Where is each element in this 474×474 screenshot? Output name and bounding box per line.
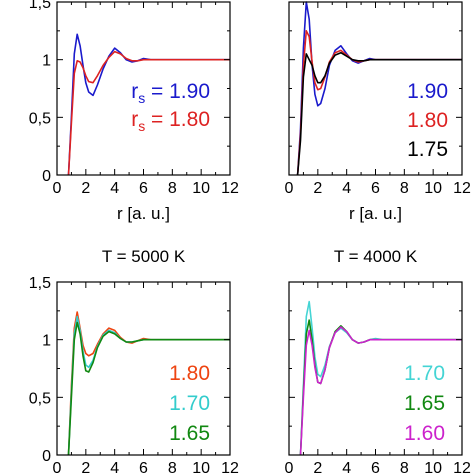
x-tick-label: 10 xyxy=(424,460,442,474)
x-tick-label: 4 xyxy=(342,180,351,197)
legend-value: 1.75 xyxy=(407,138,448,161)
legend-value: = 1.80 xyxy=(145,108,210,131)
legend-entry-3: 1.65 xyxy=(169,422,210,445)
legend-entry-3: 1.75 xyxy=(407,138,448,161)
x-tick-label: 8 xyxy=(168,460,177,474)
x-tick-label: 10 xyxy=(424,180,442,197)
legend-value: 1.70 xyxy=(404,362,445,385)
legend-value: 1.65 xyxy=(404,392,445,415)
legend-entry-1: 1.70 xyxy=(404,362,445,385)
series-line-3 xyxy=(296,51,462,176)
x-tick-label: 2 xyxy=(313,180,322,197)
x-tick-label: 8 xyxy=(400,460,409,474)
x-tick-label: 6 xyxy=(139,460,148,474)
panel-4: 0 2 4 6 8 10 12 T = 4000 K 1.70 1.65 1.60 xyxy=(285,247,471,474)
x-tick-label: 10 xyxy=(192,180,210,197)
legend-entry-1: 1.90 xyxy=(407,80,448,103)
panel-3: 0 2 4 6 8 10 12 0 0,5 1 1,5 T = 5000 K 1.80 1.70 1.65 xyxy=(29,247,239,474)
y-tick-label: 1 xyxy=(42,333,51,350)
x-tick-label: 2 xyxy=(81,180,90,197)
series-line-1 xyxy=(67,33,230,176)
legend-subscript: s xyxy=(138,118,145,134)
x-tick-label: 0 xyxy=(53,460,62,474)
legend-value: 1.65 xyxy=(169,422,210,445)
x-tick-label: 6 xyxy=(139,180,148,197)
legend-entry-2: 1.70 xyxy=(169,392,210,415)
x-tick-label: 0 xyxy=(285,460,294,474)
legend-entry-1: rs = 1.90 xyxy=(131,80,210,106)
x-tick-label: 4 xyxy=(110,180,119,197)
x-tick-label: 0 xyxy=(53,180,62,197)
legend-value: 1.80 xyxy=(169,362,210,385)
x-tick-label: 12 xyxy=(221,460,239,474)
panel-title: T = 4000 K xyxy=(334,247,418,266)
x-tick-label: 12 xyxy=(453,180,471,197)
panel-title: T = 5000 K xyxy=(102,247,186,266)
x-tick-label: 12 xyxy=(221,180,239,197)
legend-prefix: r xyxy=(131,80,138,103)
x-tick-label: 8 xyxy=(168,180,177,197)
x-tick-label: 2 xyxy=(313,460,322,474)
x-tick-label: 4 xyxy=(342,460,351,474)
x-tick-label: 0 xyxy=(285,180,294,197)
series-line-3 xyxy=(67,321,230,456)
legend-subscript: s xyxy=(138,90,145,106)
series-line-3 xyxy=(299,326,462,456)
x-tick-label: 6 xyxy=(371,180,380,197)
x-tick-label: 4 xyxy=(110,460,119,474)
y-tick-label: 0 xyxy=(42,448,51,465)
legend-value: 1.80 xyxy=(407,109,448,132)
y-tick-label: 0,5 xyxy=(29,390,51,407)
x-tick-label: 12 xyxy=(453,460,471,474)
y-tick-label: 0 xyxy=(42,168,51,185)
legend-entry-2: 1.65 xyxy=(404,392,445,415)
y-tick-label: 1 xyxy=(42,53,51,70)
panel-2: 0 2 4 6 8 10 12 r [a. u.] 1.90 1.80 1.75 xyxy=(285,1,471,223)
legend-value: 1.60 xyxy=(404,422,445,445)
legend-entry-2: 1.80 xyxy=(407,109,448,132)
y-tick-label: 1,5 xyxy=(29,0,51,12)
legend-entry-3: 1.60 xyxy=(404,422,445,445)
x-tick-label: 10 xyxy=(192,460,210,474)
x-tick-label: 2 xyxy=(81,460,90,474)
x-tick-label: 6 xyxy=(371,460,380,474)
y-tick-label: 0,5 xyxy=(29,110,51,127)
x-axis-label: r [a. u.] xyxy=(349,204,402,223)
x-tick-label: 8 xyxy=(400,180,409,197)
legend-value: = 1.90 xyxy=(145,80,210,103)
x-axis-label: r [a. u.] xyxy=(117,204,170,223)
legend-value: 1.70 xyxy=(169,392,210,415)
legend-value: 1.90 xyxy=(407,80,448,103)
series-line-2 xyxy=(67,50,230,176)
legend-entry-2: rs = 1.80 xyxy=(131,108,210,134)
y-tick-label: 1,5 xyxy=(29,275,51,292)
legend-prefix: r xyxy=(131,108,138,131)
legend-entry-1: 1.80 xyxy=(169,362,210,385)
